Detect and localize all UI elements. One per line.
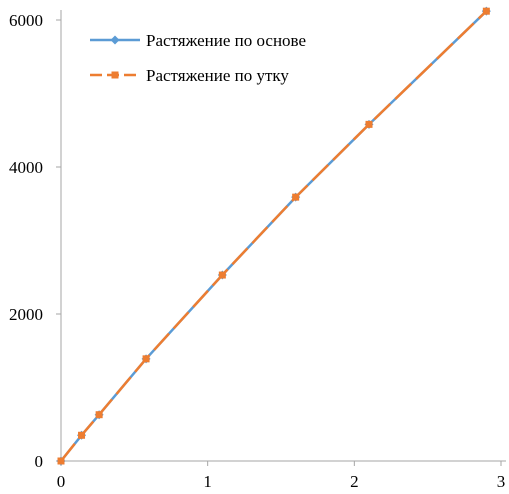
y-tick-label-4000: 4000 — [9, 158, 43, 177]
y-tick-label-6000: 6000 — [9, 11, 43, 30]
legend: Растяжение по основе Растяжение по утку — [90, 31, 306, 85]
x-axis: 0 1 2 3 — [57, 460, 506, 491]
legend-item-weft[interactable]: Растяжение по утку — [90, 66, 289, 85]
x-tick-label-0: 0 — [57, 472, 66, 491]
x-tick-label-3: 3 — [497, 472, 506, 491]
legend-item-warp[interactable]: Растяжение по основе — [90, 31, 306, 50]
legend-label-warp: Растяжение по основе — [146, 31, 306, 50]
legend-marker-weft — [111, 71, 119, 79]
legend-label-weft: Растяжение по утку — [146, 66, 289, 85]
point-weft-3 — [142, 355, 150, 363]
y-tick-label-2000: 2000 — [9, 305, 43, 324]
point-weft-7 — [482, 7, 490, 15]
point-weft-1 — [78, 431, 86, 439]
y-axis: 0 2000 4000 6000 — [9, 10, 62, 471]
point-weft-6 — [365, 120, 373, 128]
point-weft-2 — [95, 411, 103, 419]
point-weft-4 — [218, 271, 226, 279]
legend-marker-warp — [110, 35, 120, 45]
series-layer — [56, 6, 491, 466]
x-tick-label-1: 1 — [203, 472, 212, 491]
point-weft-0 — [57, 457, 65, 465]
point-weft-5 — [292, 193, 300, 201]
y-tick-label-0: 0 — [35, 452, 44, 471]
x-tick-label-2: 2 — [350, 472, 359, 491]
